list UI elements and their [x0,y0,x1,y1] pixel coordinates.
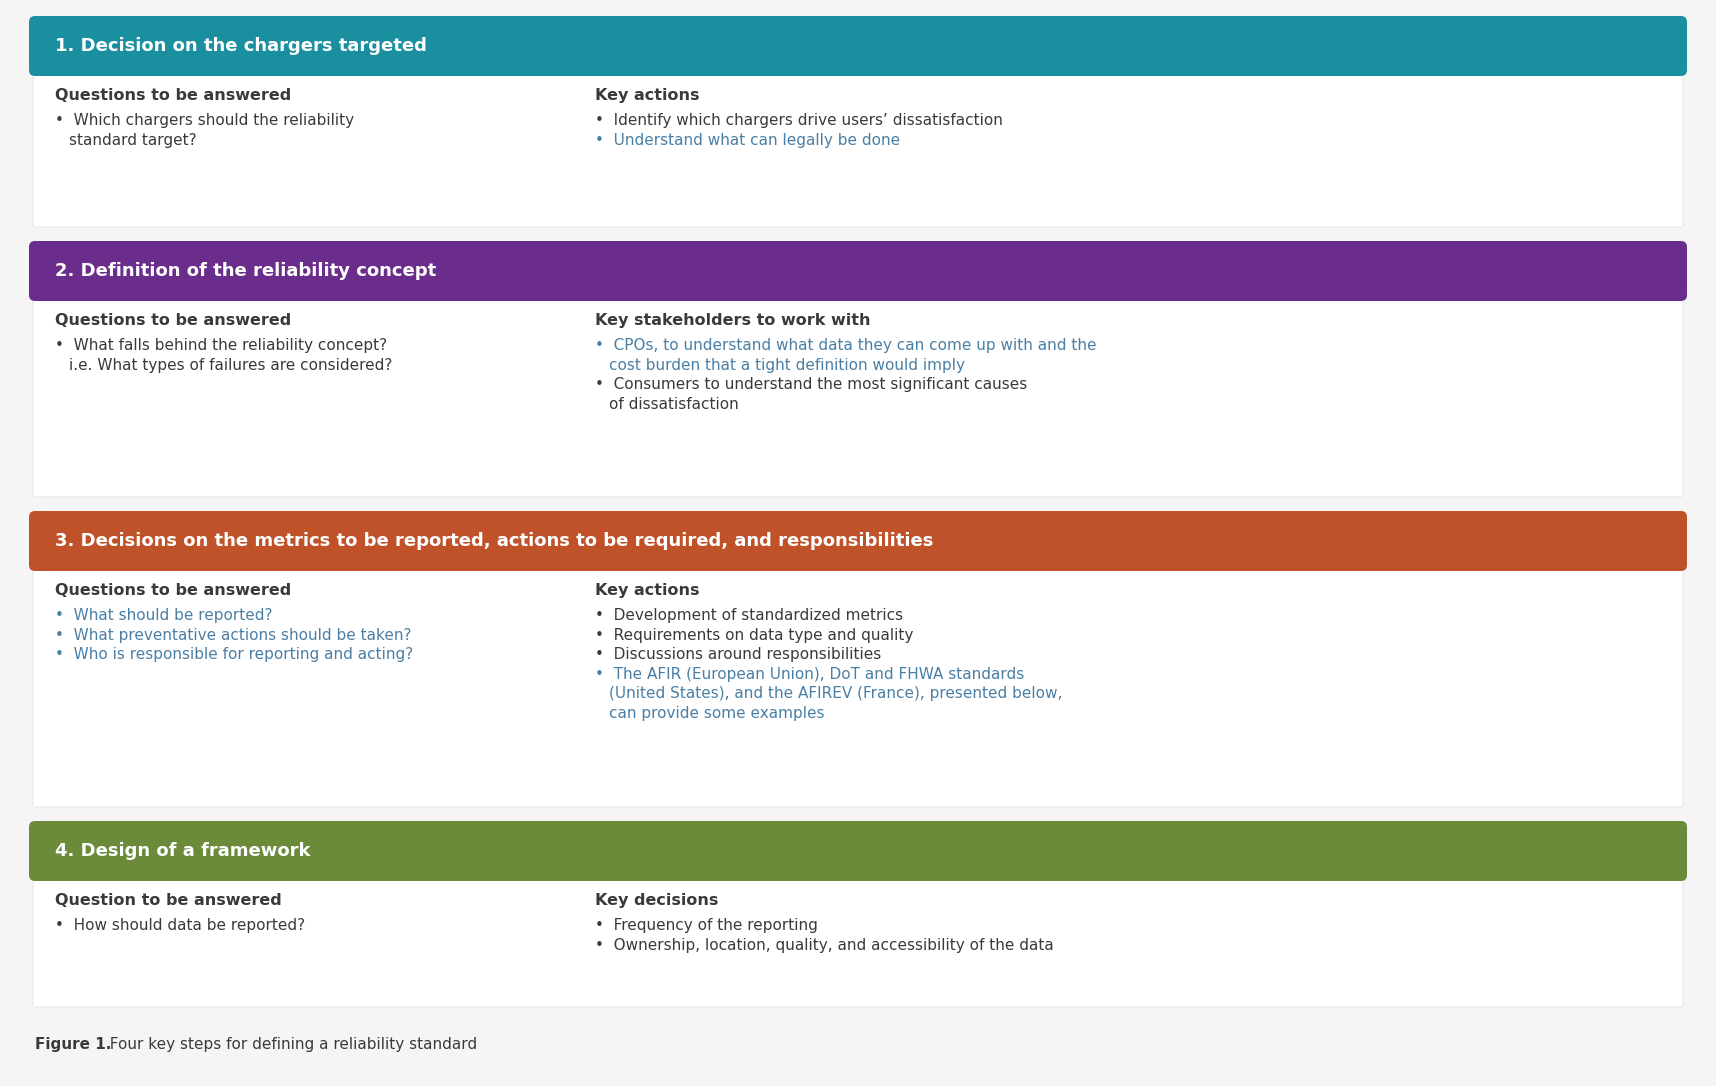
Text: •  Frequency of the reporting: • Frequency of the reporting [595,919,819,933]
Text: Key stakeholders to work with: Key stakeholders to work with [595,313,870,328]
Text: •  Identify which chargers drive users’ dissatisfaction: • Identify which chargers drive users’ d… [595,113,1002,128]
Text: 3. Decisions on the metrics to be reported, actions to be required, and responsi: 3. Decisions on the metrics to be report… [55,532,934,550]
Text: •  The AFIR (European Union), DoT and FHWA standards: • The AFIR (European Union), DoT and FHW… [595,667,1024,682]
Text: •  Who is responsible for reporting and acting?: • Who is responsible for reporting and a… [55,647,414,662]
FancyBboxPatch shape [29,16,1687,76]
FancyBboxPatch shape [33,563,1683,807]
Text: can provide some examples: can provide some examples [609,706,824,721]
FancyBboxPatch shape [33,873,1683,1007]
Text: Questions to be answered: Questions to be answered [55,313,292,328]
Text: Figure 1.: Figure 1. [34,1037,112,1052]
Text: i.e. What types of failures are considered?: i.e. What types of failures are consider… [69,358,393,372]
Text: •  Discussions around responsibilities: • Discussions around responsibilities [595,647,882,662]
Text: •  Consumers to understand the most significant causes: • Consumers to understand the most signi… [595,377,1028,392]
Text: •  What should be reported?: • What should be reported? [55,608,273,623]
FancyBboxPatch shape [29,512,1687,571]
Text: of dissatisfaction: of dissatisfaction [609,396,740,412]
Text: •  Ownership, location, quality, and accessibility of the data: • Ownership, location, quality, and acce… [595,938,1054,952]
Text: •  How should data be reported?: • How should data be reported? [55,919,305,933]
Text: •  What falls behind the reliability concept?: • What falls behind the reliability conc… [55,339,388,353]
FancyBboxPatch shape [33,68,1683,227]
Text: Key actions: Key actions [595,583,700,598]
Text: Question to be answered: Question to be answered [55,893,281,908]
FancyBboxPatch shape [29,821,1687,881]
FancyBboxPatch shape [33,293,1683,497]
Text: Questions to be answered: Questions to be answered [55,583,292,598]
Text: Four key steps for defining a reliability standard: Four key steps for defining a reliabilit… [100,1037,477,1052]
Text: 4. Design of a framework: 4. Design of a framework [55,842,311,860]
Text: cost burden that a tight definition would imply: cost burden that a tight definition woul… [609,358,964,372]
Text: (United States), and the AFIREV (France), presented below,: (United States), and the AFIREV (France)… [609,686,1062,702]
Text: Key actions: Key actions [595,88,700,103]
FancyBboxPatch shape [29,241,1687,301]
Text: •  Development of standardized metrics: • Development of standardized metrics [595,608,903,623]
Text: Questions to be answered: Questions to be answered [55,88,292,103]
Text: •  Which chargers should the reliability: • Which chargers should the reliability [55,113,353,128]
Text: Key decisions: Key decisions [595,893,719,908]
Text: •  What preventative actions should be taken?: • What preventative actions should be ta… [55,628,412,643]
Text: •  Requirements on data type and quality: • Requirements on data type and quality [595,628,913,643]
Text: 2. Definition of the reliability concept: 2. Definition of the reliability concept [55,262,436,280]
Text: standard target?: standard target? [69,132,197,148]
Text: •  Understand what can legally be done: • Understand what can legally be done [595,132,901,148]
Text: •  CPOs, to understand what data they can come up with and the: • CPOs, to understand what data they can… [595,339,1097,353]
Text: 1. Decision on the chargers targeted: 1. Decision on the chargers targeted [55,37,427,55]
